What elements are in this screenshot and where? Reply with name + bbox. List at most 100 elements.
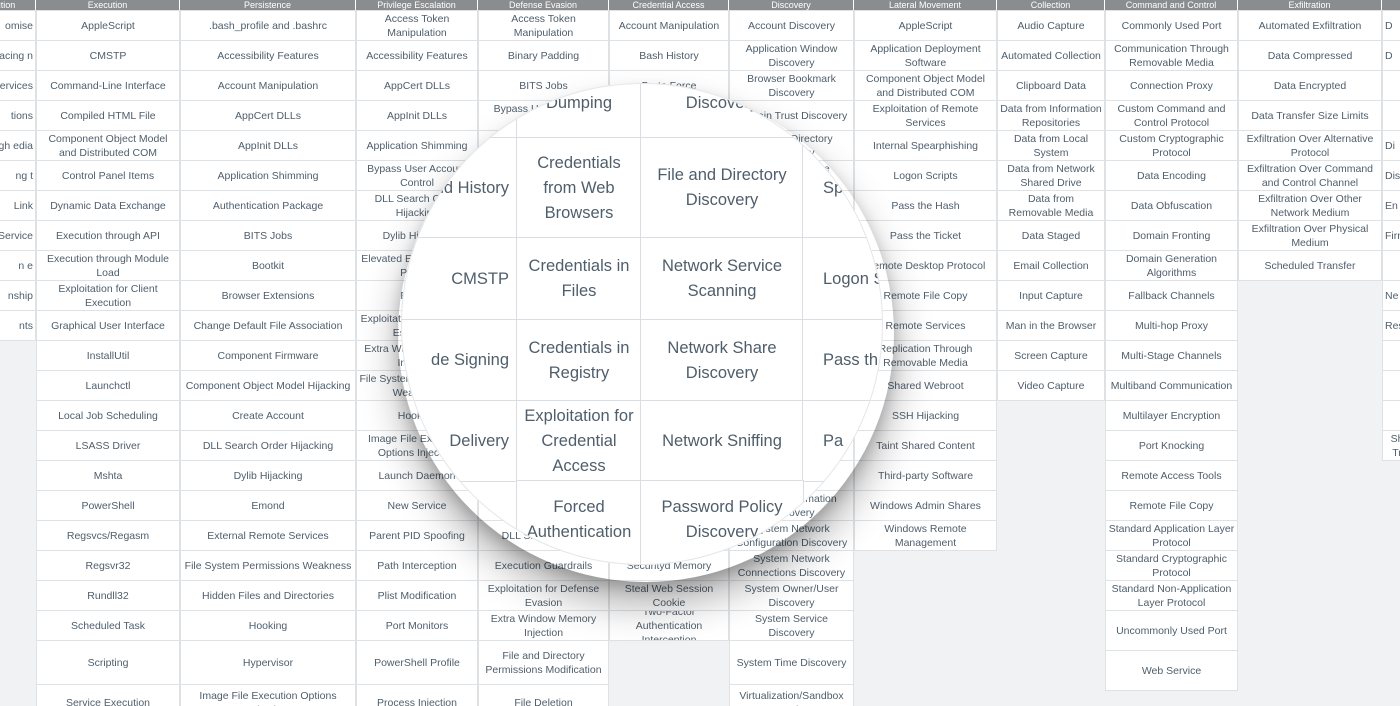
technique-cell[interactable]: Windows Remote Management (854, 520, 997, 551)
tactic-header[interactable]: Command and Control (1105, 0, 1238, 12)
technique-cell[interactable]: Web Service (1105, 650, 1238, 691)
technique-cell[interactable]: Communication Through Removable Media (1105, 40, 1238, 71)
technique-cell[interactable]: Email Collection (997, 250, 1105, 281)
technique-cell[interactable]: AppleScript (36, 10, 180, 41)
technique-cell[interactable]: Data from Network Shared Drive (997, 160, 1105, 191)
tactic-header[interactable]: Execution (0, 0, 36, 12)
technique-cell[interactable]: Res (1382, 310, 1400, 341)
technique-cell[interactable]: Graphical User Interface (36, 310, 180, 341)
technique-cell[interactable] (1382, 370, 1400, 401)
technique-cell[interactable]: Di (1382, 130, 1400, 161)
technique-cell[interactable]: Exploitation for Client Execution (36, 280, 180, 311)
technique-cell[interactable]: Standard Non-Application Layer Protocol (1105, 580, 1238, 611)
technique-cell[interactable]: Video Capture (997, 370, 1105, 401)
technique-cell[interactable]: nship (0, 280, 36, 311)
magnified-technique-cell[interactable]: Logon S (802, 237, 883, 321)
technique-cell[interactable]: Custom Cryptographic Protocol (1105, 130, 1238, 161)
technique-cell[interactable]: Link (0, 190, 36, 221)
technique-cell[interactable]: Data Encrypted (1238, 70, 1382, 101)
technique-cell[interactable]: Bootkit (180, 250, 356, 281)
technique-cell[interactable]: Two-Factor Authentication Interception (609, 610, 729, 641)
magnified-technique-cell[interactable]: Spe (802, 137, 883, 239)
technique-cell[interactable]: tions (0, 100, 36, 131)
technique-cell[interactable]: Data from Local System (997, 130, 1105, 161)
technique-cell[interactable]: File System Permissions Weakness (180, 550, 356, 581)
technique-cell[interactable]: Commonly Used Port (1105, 10, 1238, 41)
technique-cell[interactable]: Exploitation of Remote Services (854, 100, 997, 131)
technique-cell[interactable]: External Remote Services (180, 520, 356, 551)
technique-cell[interactable]: Account Manipulation (609, 10, 729, 41)
technique-cell[interactable]: Uncommonly Used Port (1105, 610, 1238, 651)
magnified-technique-cell[interactable]: Command History (401, 137, 518, 239)
technique-cell[interactable]: Exploitation for Defense Evasion (478, 580, 609, 611)
technique-cell[interactable]: Scripting (36, 640, 180, 685)
technique-cell[interactable]: Clipboard Data (997, 70, 1105, 101)
technique-cell[interactable]: Multi-hop Proxy (1105, 310, 1238, 341)
technique-cell[interactable]: Dis (1382, 160, 1400, 191)
technique-cell[interactable]: Steal Web Session Cookie (609, 580, 729, 611)
technique-cell[interactable]: Account Manipulation (180, 70, 356, 101)
magnified-technique-cell[interactable]: CMSTP (401, 237, 518, 321)
technique-cell[interactable]: Access Token Manipulation (356, 10, 478, 41)
magnified-technique-cell[interactable]: Forced Authentication (516, 480, 642, 565)
technique-cell[interactable]: CMSTP (36, 40, 180, 71)
technique-cell[interactable]: Data Transfer Size Limits (1238, 100, 1382, 131)
technique-cell[interactable]: Local Job Scheduling (36, 400, 180, 431)
technique-cell[interactable]: DLL Search Order Hijacking (180, 430, 356, 461)
technique-cell[interactable]: acing n (0, 40, 36, 71)
tactic-header[interactable]: Collection (997, 0, 1105, 12)
technique-cell[interactable]: Control Panel Items (36, 160, 180, 191)
technique-cell[interactable]: Data Obfuscation (1105, 190, 1238, 221)
technique-cell[interactable]: Authentication Package (180, 190, 356, 221)
technique-cell[interactable]: File Deletion (478, 684, 609, 706)
technique-cell[interactable]: Firn (1382, 220, 1400, 251)
technique-cell[interactable]: Compiled HTML File (36, 100, 180, 131)
technique-cell[interactable]: Path Interception (356, 550, 478, 581)
technique-cell[interactable]: Data Encoding (1105, 160, 1238, 191)
technique-cell[interactable]: AppInit DLLs (180, 130, 356, 161)
technique-cell[interactable] (1382, 250, 1400, 281)
technique-cell[interactable]: Hooking (180, 610, 356, 641)
magnified-technique-cell[interactable]: Dumping (516, 83, 642, 139)
tactic-header[interactable]: Privilege Escalation (356, 0, 478, 12)
technique-cell[interactable]: .bash_profile and .bashrc (180, 10, 356, 41)
tactic-header[interactable]: Lateral Movement (854, 0, 997, 12)
technique-cell[interactable]: Create Account (180, 400, 356, 431)
technique-cell[interactable]: Exfiltration Over Alternative Protocol (1238, 130, 1382, 161)
technique-cell[interactable]: Ne (1382, 280, 1400, 311)
technique-cell[interactable]: AppleScript (854, 10, 997, 41)
technique-cell[interactable]: Port Knocking (1105, 430, 1238, 461)
technique-cell[interactable]: Data from Information Repositories (997, 100, 1105, 131)
technique-cell[interactable]: AppCert DLLs (356, 70, 478, 101)
technique-cell[interactable]: Accessibility Features (356, 40, 478, 71)
tactic-header[interactable]: Exfiltration (1238, 0, 1382, 12)
technique-cell[interactable]: omise (0, 10, 36, 41)
technique-cell[interactable]: Man in the Browser (997, 310, 1105, 341)
technique-cell[interactable]: InstallUtil (36, 340, 180, 371)
magnified-technique-cell[interactable]: Credentials in Files (516, 237, 642, 321)
technique-cell[interactable]: Dylib Hijacking (180, 460, 356, 491)
magnified-technique-cell[interactable]: Network Service Scanning (640, 237, 804, 321)
technique-cell[interactable]: Process Injection (356, 684, 478, 706)
magnified-technique-cell[interactable]: Exploitation for Credential Access (516, 400, 642, 482)
technique-cell[interactable]: Rundll32 (36, 580, 180, 611)
technique-cell[interactable]: Service Execution (36, 684, 180, 706)
technique-cell[interactable]: Command-Line Interface (36, 70, 180, 101)
tactic-header[interactable]: Execution (36, 0, 180, 12)
technique-cell[interactable]: Regsvr32 (36, 550, 180, 581)
technique-cell[interactable]: Emond (180, 490, 356, 521)
technique-cell[interactable]: Audio Capture (997, 10, 1105, 41)
magnified-technique-cell[interactable]: de Signing (401, 319, 518, 402)
technique-cell[interactable]: Virtualization/Sandbox Evasion (729, 684, 854, 706)
technique-cell[interactable]: Fallback Channels (1105, 280, 1238, 311)
technique-cell[interactable]: Regsvcs/Regasm (36, 520, 180, 551)
technique-cell[interactable]: PowerShell (36, 490, 180, 521)
technique-cell[interactable]: Exfiltration Over Other Network Medium (1238, 190, 1382, 221)
technique-cell[interactable]: Accessibility Features (180, 40, 356, 71)
technique-cell[interactable]: System Time Discovery (729, 640, 854, 685)
magnified-technique-cell[interactable]: Network Share Discovery (640, 319, 804, 402)
technique-cell[interactable]: Binary Padding (478, 40, 609, 71)
technique-cell[interactable]: Component Object Model and Distributed C… (854, 70, 997, 101)
tactic-header[interactable]: Discovery (729, 0, 854, 12)
technique-cell[interactable]: Extra Window Memory Injection (478, 610, 609, 641)
